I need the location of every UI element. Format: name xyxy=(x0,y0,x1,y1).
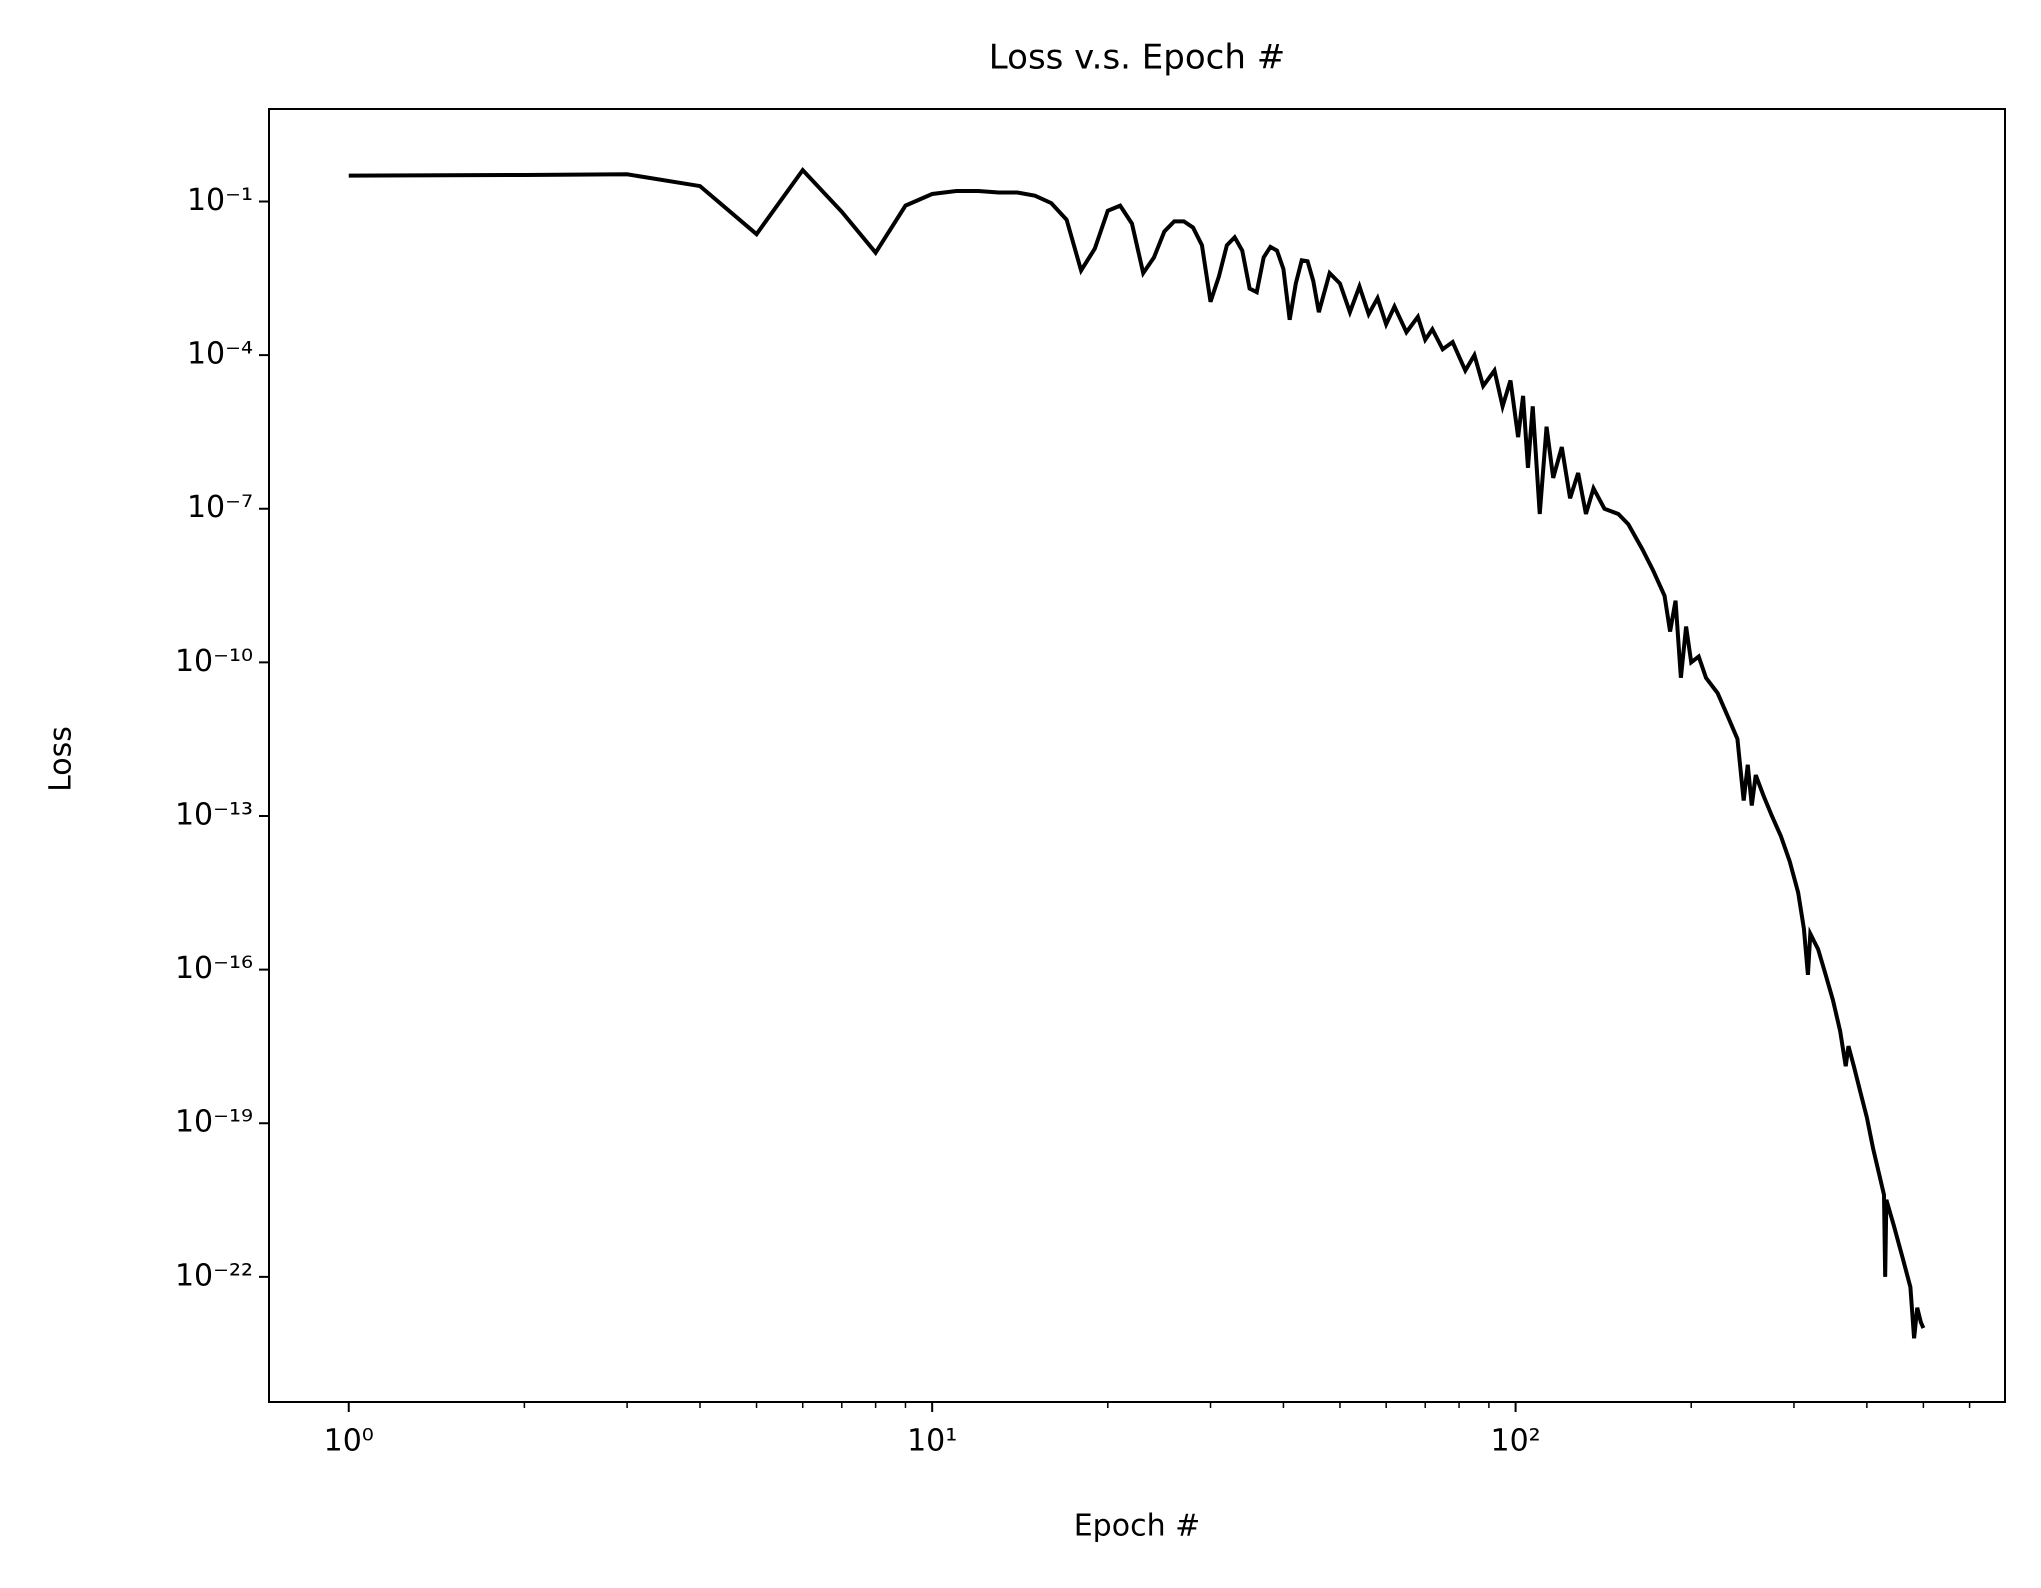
x-tick-label: 10¹ xyxy=(907,1424,957,1459)
chart-title: Loss v.s. Epoch # xyxy=(989,38,1285,78)
x-tick-label: 10⁰ xyxy=(324,1424,374,1459)
y-axis-label: Loss xyxy=(44,726,79,792)
y-tick-label: 10⁻¹³ xyxy=(175,797,253,832)
y-tick-label: 10⁻¹⁶ xyxy=(175,951,253,986)
y-tick-label: 10⁻¹⁰ xyxy=(175,644,253,679)
y-tick-label: 10⁻⁴ xyxy=(187,337,253,372)
x-tick-label: 10² xyxy=(1490,1424,1540,1459)
y-tick-label: 10⁻²² xyxy=(175,1258,253,1293)
plot-frame xyxy=(268,108,2006,1403)
y-tick-label: 10⁻⁷ xyxy=(187,490,253,525)
y-tick-label: 10⁻¹⁹ xyxy=(175,1105,253,1140)
loss-line xyxy=(348,166,1926,1339)
x-axis-label: Epoch # xyxy=(1074,1509,1201,1544)
y-tick-label: 10⁻¹ xyxy=(187,183,253,218)
